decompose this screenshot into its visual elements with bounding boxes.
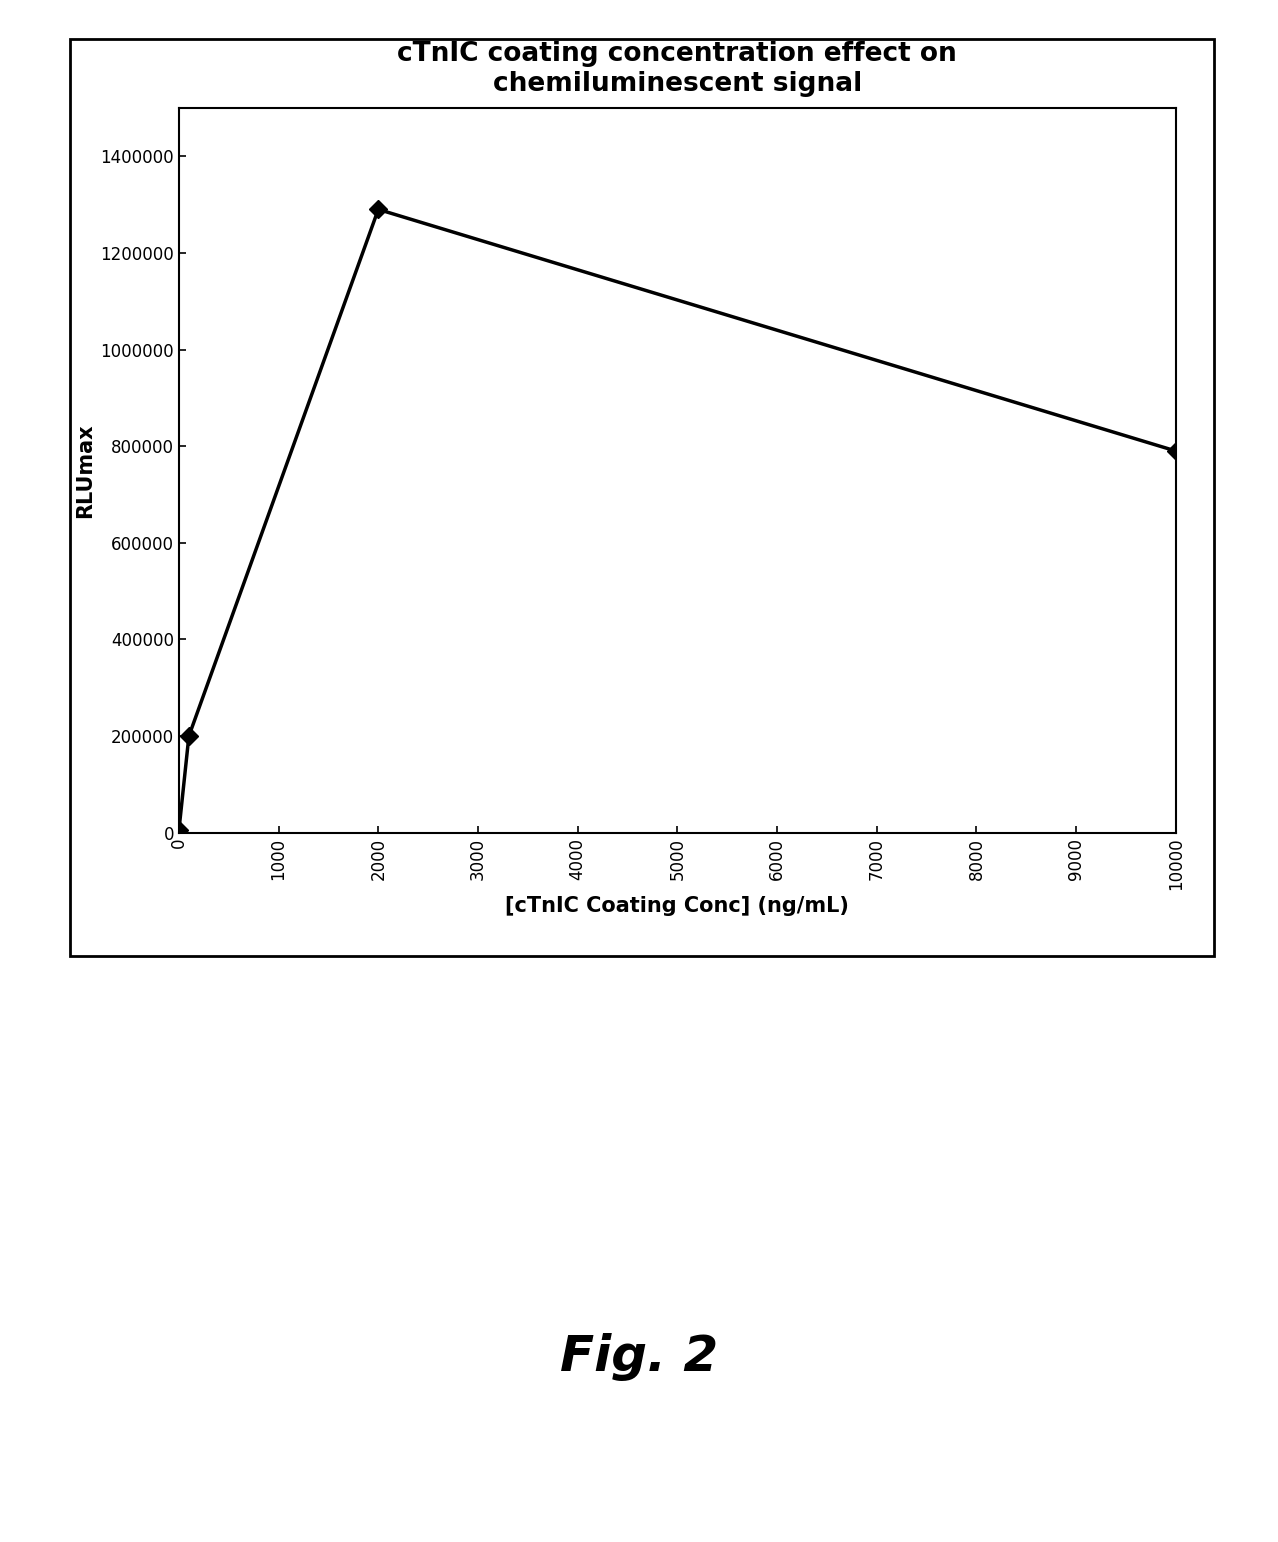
Y-axis label: RLUmax: RLUmax <box>74 423 95 518</box>
Text: Fig. 2: Fig. 2 <box>560 1332 718 1382</box>
X-axis label: [cTnIC Coating Conc] (ng/mL): [cTnIC Coating Conc] (ng/mL) <box>505 896 850 916</box>
Title: cTnIC coating concentration effect on
chemiluminescent signal: cTnIC coating concentration effect on ch… <box>397 42 957 97</box>
